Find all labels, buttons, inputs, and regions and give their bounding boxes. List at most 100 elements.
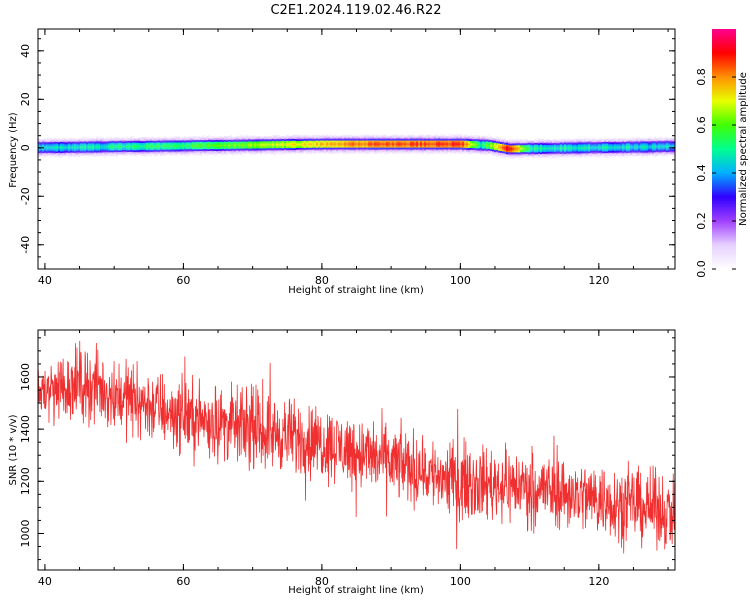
spectrogram-cell bbox=[72, 142, 74, 144]
spectrogram-cell bbox=[422, 141, 424, 143]
spectrogram-cell bbox=[90, 146, 92, 148]
spectrogram-cell bbox=[194, 146, 196, 148]
spectrogram-cell bbox=[188, 140, 190, 142]
spectrogram-cell bbox=[378, 149, 380, 151]
spectrogram-cell bbox=[116, 139, 118, 141]
spectrogram-cell bbox=[378, 144, 380, 146]
spectrogram-cell bbox=[216, 140, 218, 142]
spectrogram-cell bbox=[274, 153, 276, 155]
spectrogram-cell bbox=[174, 154, 176, 156]
spectrogram-cell bbox=[144, 152, 146, 154]
spectrogram-cell bbox=[272, 150, 274, 152]
spectrogram-cell bbox=[484, 149, 486, 151]
spectrogram-cell bbox=[332, 145, 334, 147]
spectrogram-cell bbox=[224, 150, 226, 152]
spectrogram-cell bbox=[340, 144, 342, 146]
spectrogram-cell bbox=[356, 140, 358, 142]
spectrogram-cell bbox=[260, 149, 262, 151]
spectrogram-cell bbox=[400, 148, 402, 150]
spectrogram-cell bbox=[292, 141, 294, 143]
spectrogram-cell bbox=[518, 140, 520, 142]
spectrogram-cell bbox=[220, 150, 222, 152]
spectrogram-cell bbox=[158, 143, 160, 145]
spectrogram-cell bbox=[434, 148, 436, 150]
spectrogram-cell bbox=[296, 141, 298, 143]
spectrogram-cell bbox=[392, 146, 394, 148]
spectrogram-cell bbox=[384, 141, 386, 143]
spectrogram-cell bbox=[434, 140, 436, 142]
spectrogram-cell bbox=[298, 134, 300, 136]
spectrogram-cell bbox=[436, 141, 438, 143]
spectrogram-cell bbox=[368, 140, 370, 142]
spectrogram-cell bbox=[62, 138, 64, 140]
spectrogram-cell bbox=[538, 149, 540, 151]
spectrogram-cell bbox=[150, 145, 152, 147]
spectrogram-cell bbox=[68, 137, 70, 139]
spectrogram-cell bbox=[178, 152, 180, 154]
spectrogram-cell bbox=[344, 136, 346, 138]
spectrogram-cell bbox=[206, 137, 208, 139]
spectrogram-cell bbox=[472, 140, 474, 142]
spectrogram-cell bbox=[384, 152, 386, 154]
spectrogram-cell bbox=[470, 143, 472, 145]
spectrogram-cell bbox=[416, 140, 418, 142]
spectrogram-cell bbox=[358, 137, 360, 139]
spectrogram-cell bbox=[274, 148, 276, 150]
spectrogram-cell bbox=[332, 138, 334, 140]
spectrogram-cell bbox=[450, 147, 452, 149]
spectrogram-cell bbox=[456, 135, 458, 137]
spectrogram-cell bbox=[208, 150, 210, 152]
spectrogram-cell bbox=[110, 137, 112, 139]
spectrogram-cell bbox=[38, 145, 40, 147]
spectrogram-cell bbox=[274, 135, 276, 137]
spectrogram-cell bbox=[524, 156, 526, 158]
spectrogram-cell bbox=[194, 150, 196, 152]
spectrogram-cell bbox=[208, 152, 210, 154]
spectrogram-cell bbox=[282, 151, 284, 153]
spectrogram-cell bbox=[182, 142, 184, 144]
spectrogram-cell bbox=[286, 143, 288, 145]
spectrogram-cell bbox=[288, 137, 290, 139]
spectrogram-cell bbox=[242, 152, 244, 154]
spectrogram-cell bbox=[242, 149, 244, 151]
spectrogram-cell bbox=[546, 147, 548, 149]
spectrogram-cell bbox=[128, 147, 130, 149]
spectrogram-cell bbox=[86, 152, 88, 154]
spectrogram-cell bbox=[38, 150, 40, 152]
spectrogram-cell bbox=[44, 150, 46, 152]
spectrogram-cell bbox=[84, 145, 86, 147]
spectrogram-cell bbox=[290, 136, 292, 138]
spectrogram-cell bbox=[522, 152, 524, 154]
spectrogram-cell bbox=[190, 151, 192, 153]
spectrogram-cell bbox=[184, 150, 186, 152]
spectrogram-cell bbox=[570, 151, 572, 153]
spectrogram-cell bbox=[208, 153, 210, 155]
spectrogram-cell bbox=[566, 154, 568, 156]
spectrogram-cell bbox=[98, 149, 100, 151]
spectrogram-cell bbox=[342, 142, 344, 144]
spectrogram-cell bbox=[528, 154, 530, 156]
spectrogram-cell bbox=[342, 139, 344, 141]
spectrogram-cell bbox=[410, 144, 412, 146]
spectrogram-cell bbox=[504, 147, 506, 149]
spectrogram-cell bbox=[300, 148, 302, 150]
spectrogram-cell bbox=[394, 137, 396, 139]
spectrogram-cell bbox=[388, 144, 390, 146]
spectrogram-cell bbox=[186, 147, 188, 149]
spectrogram-cell bbox=[470, 138, 472, 140]
spectrogram-cell bbox=[234, 145, 236, 147]
spectrogram-cell bbox=[78, 142, 80, 144]
spectrogram-cell bbox=[142, 148, 144, 150]
spectrogram-cell bbox=[356, 149, 358, 151]
spectrogram-cell bbox=[518, 151, 520, 153]
spectrogram-cell bbox=[158, 142, 160, 144]
spectrogram-cell bbox=[468, 143, 470, 145]
spectrogram-cell bbox=[290, 146, 292, 148]
spectrogram-cell bbox=[206, 153, 208, 155]
spectrogram-cell bbox=[246, 147, 248, 149]
spectrogram-cell bbox=[532, 157, 534, 159]
spectrogram-cell bbox=[476, 149, 478, 151]
spectrogram-cell bbox=[236, 143, 238, 145]
spectrogram-cell bbox=[124, 144, 126, 146]
spectrogram-cell bbox=[196, 148, 198, 150]
